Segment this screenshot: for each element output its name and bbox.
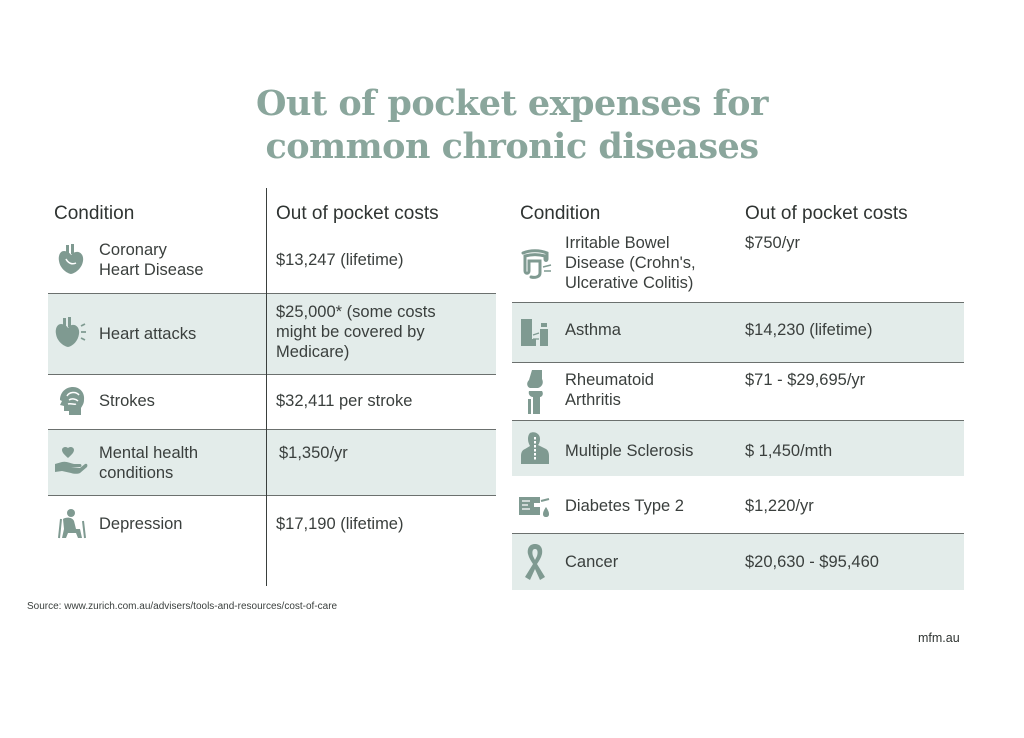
- cost-value: $1,350/yr: [279, 444, 348, 462]
- condition-label: Diabetes Type 2: [565, 497, 684, 515]
- hand-heart-icon: [55, 446, 88, 474]
- column-divider: [266, 188, 267, 586]
- cost-value: $32,411 per stroke: [276, 392, 413, 410]
- row-divider: [48, 374, 496, 375]
- table-row: Rheumatoid Arthritis $71 - $29,695/yr: [512, 363, 964, 420]
- title-line-1: Out of pocket expenses for: [256, 83, 768, 124]
- cost-value: $25,000* (some costs might be covered by…: [276, 303, 436, 361]
- depressed-person-icon: [58, 509, 86, 539]
- cost-value: $750/yr: [745, 234, 801, 252]
- brand-label: mfm.au: [918, 631, 960, 645]
- table-row: Depression $17,190 (lifetime): [48, 496, 496, 552]
- table-row: Mental health conditions $1,350/yr: [48, 430, 496, 495]
- condition-label: Irritable Bowel Disease (Crohn's, Ulcera…: [565, 234, 696, 292]
- table-row: Coronary Heart Disease $13,247 (lifetime…: [48, 233, 496, 293]
- row-divider: [48, 495, 496, 496]
- condition-label: Strokes: [99, 392, 155, 410]
- cost-value: $17,190 (lifetime): [276, 515, 404, 533]
- table-row: Strokes $32,411 per stroke: [48, 375, 496, 429]
- intestine-icon: [521, 249, 552, 279]
- spine-person-icon: [521, 432, 549, 464]
- table-row: Diabetes Type 2 $1,220/yr: [512, 476, 964, 533]
- left-header-costs: Out of pocket costs: [276, 203, 439, 224]
- title-line-2: common chronic diseases: [265, 126, 759, 167]
- row-divider: [512, 420, 964, 421]
- table-row: Asthma $14,230 (lifetime): [512, 303, 964, 362]
- knee-joint-icon: [527, 370, 543, 414]
- cost-value: $14,230 (lifetime): [745, 321, 873, 339]
- cost-value: $71 - $29,695/yr: [745, 371, 866, 389]
- condition-label: Coronary Heart Disease: [99, 241, 204, 279]
- table-row: Cancer $20,630 - $95,460: [512, 534, 964, 590]
- row-divider: [512, 533, 964, 534]
- table-row: Multiple Sclerosis $ 1,450/mth: [512, 421, 964, 476]
- right-header-condition: Condition: [520, 203, 601, 224]
- source-citation: Source: www.zurich.com.au/advisers/tools…: [27, 601, 338, 612]
- cost-value: $13,247 (lifetime): [276, 251, 404, 269]
- cost-value: $20,630 - $95,460: [745, 553, 879, 571]
- row-divider: [48, 429, 496, 430]
- cost-value: $1,220/yr: [745, 497, 814, 515]
- condition-label: Mental health conditions: [99, 444, 199, 482]
- row-divider: [512, 302, 964, 303]
- inhaler-icon: [521, 319, 548, 346]
- table-row: Irritable Bowel Disease (Crohn's, Ulcera…: [512, 233, 964, 303]
- ribbon-icon: [525, 544, 545, 580]
- condition-label: Cancer: [565, 553, 619, 571]
- condition-label: Rheumatoid Arthritis: [565, 371, 654, 409]
- condition-label: Asthma: [565, 321, 621, 339]
- page-title: Out of pocket expenses for common chroni…: [0, 82, 1024, 168]
- row-divider: [512, 362, 964, 363]
- left-header-condition: Condition: [54, 203, 135, 224]
- table-row: Heart attacks $25,000* (some costs might…: [48, 294, 496, 374]
- heart-attack-icon: [55, 317, 86, 347]
- brain-head-icon: [60, 387, 85, 415]
- glucose-meter-icon: [519, 497, 550, 517]
- cost-value: $ 1,450/mth: [745, 442, 833, 460]
- row-divider: [48, 293, 496, 294]
- condition-label: Multiple Sclerosis: [565, 442, 694, 460]
- condition-label: Depression: [99, 515, 183, 533]
- right-header-costs: Out of pocket costs: [745, 203, 908, 224]
- heart-organ-icon: [58, 244, 84, 274]
- condition-label: Heart attacks: [99, 325, 197, 343]
